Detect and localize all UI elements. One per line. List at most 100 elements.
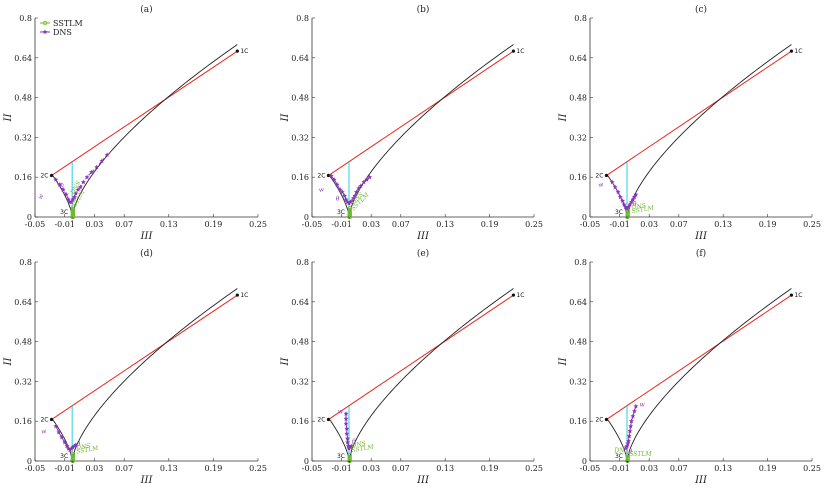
legend-label: DNS: [53, 28, 72, 37]
y-axis-label: II: [558, 113, 569, 123]
vertex-marker: [235, 293, 239, 297]
axisymmetric-expansion-curve: [71, 44, 238, 218]
panel-title: (f): [696, 248, 706, 259]
x-tick-label: 0.03: [640, 220, 658, 229]
vertex-label: 2C: [317, 417, 325, 424]
x-axis-label: III: [694, 475, 708, 486]
dns-data-point: [626, 433, 632, 439]
panel-title: (a): [140, 4, 152, 15]
dns-data-point: [104, 152, 110, 157]
annotation-label: DNS: [350, 440, 366, 450]
y-tick-label: 0.32: [14, 377, 32, 386]
y-tick-label: 0.8: [296, 258, 309, 267]
x-tick-label: -0.05: [302, 220, 323, 229]
vertex-label: 1C: [240, 292, 248, 299]
dns-data-point: [361, 179, 367, 185]
panel-title: (d): [140, 248, 153, 259]
y-tick-label: 0.64: [14, 298, 32, 307]
x-tick-label: 0.19: [204, 220, 222, 229]
vertex-marker: [511, 49, 516, 53]
y-tick-label: 0.48: [14, 94, 32, 103]
y-tick-label: 0.64: [569, 54, 587, 63]
panel-title: (e): [417, 248, 429, 259]
dns-data-point: [628, 418, 634, 424]
dns-data-point: [331, 177, 337, 182]
y-tick-label: 0.48: [14, 338, 32, 347]
dns-data-point: [344, 426, 350, 431]
vertex-marker: [604, 417, 609, 422]
x-tick-label: -0.05: [25, 220, 46, 229]
dns-data-point: [615, 189, 621, 195]
vertex-label: 3C: [615, 453, 623, 460]
x-tick-label: 0.13: [714, 220, 732, 229]
x-axis-label: III: [694, 231, 708, 242]
axisymmetric-expansion-curve: [626, 288, 792, 462]
dns-data-point: [337, 187, 343, 192]
vertex-label: 2C: [317, 173, 325, 180]
dns-data-point: [628, 423, 634, 429]
x-tick-label: 0.25: [249, 464, 267, 473]
y-tick-label: 0.48: [291, 338, 309, 347]
x-tick-label: 0.19: [759, 464, 777, 473]
dns-data-point: [617, 194, 623, 200]
vertex-marker: [49, 173, 54, 178]
x-tick-label: 0.07: [115, 220, 133, 229]
axisymmetric-expansion-curve: [348, 44, 514, 218]
dns-data-point: [631, 194, 637, 200]
y-tick-label: 0.16: [291, 173, 309, 182]
sstlm-data-point: [70, 453, 76, 458]
x-tick-label: 0.25: [803, 220, 821, 229]
dns-data-point: [70, 196, 76, 202]
vertex-label: 1C: [516, 292, 524, 299]
annotation-label: θ: [77, 441, 81, 448]
x-tick-label: 0.13: [160, 220, 178, 229]
x-tick-label: 0.07: [392, 220, 410, 229]
vertex-label: 1C: [516, 48, 524, 55]
vertex-label: 1C: [240, 48, 248, 55]
x-tick-label: -0.01: [609, 464, 630, 473]
vertex-marker: [326, 417, 331, 422]
annotation-label: SSTLM: [76, 445, 100, 456]
x-axis-label: III: [416, 231, 430, 242]
dns-data-point: [348, 199, 353, 205]
vertex-marker: [789, 293, 794, 297]
dns-data-point: [73, 442, 79, 447]
dns-data-point: [628, 199, 634, 205]
x-tick-label: 0.13: [160, 464, 178, 473]
vertex-label: 3C: [60, 453, 68, 460]
dns-data-point: [73, 190, 79, 196]
dns-data-point: [80, 179, 86, 185]
dns-data-point: [623, 445, 628, 451]
sstlm-data-point: [625, 211, 630, 217]
vertex-label: 2C: [40, 173, 48, 180]
annotation-label: w: [41, 428, 48, 436]
y-tick-label: 0.16: [14, 417, 32, 426]
sstlm-data-point: [625, 214, 630, 220]
x-tick-label: -0.05: [25, 464, 46, 473]
vertex-label: 3C: [337, 209, 345, 216]
vertex-label: 3C: [615, 209, 623, 216]
y-axis-label: II: [280, 113, 291, 123]
annotation-label: w: [318, 186, 326, 194]
x-tick-label: 0.03: [86, 464, 104, 473]
dns-data-point: [625, 440, 631, 446]
dns-data-point: [345, 439, 350, 445]
dns-data-point: [59, 434, 65, 440]
dns-data-point: [53, 423, 59, 429]
x-tick-label: -0.01: [609, 220, 630, 229]
sstlm-data-point: [625, 452, 630, 458]
y-tick-label: 0.8: [574, 258, 587, 267]
vertex-marker: [49, 417, 54, 422]
x-tick-label: -0.01: [331, 220, 352, 229]
sstlm-data-point: [347, 454, 352, 460]
x-tick-label: 0.25: [525, 464, 543, 473]
dns-data-point: [99, 158, 105, 164]
vertex-label: 3C: [60, 209, 68, 216]
x-tick-label: 0.19: [481, 464, 499, 473]
dns-data-point: [334, 182, 340, 187]
two-component-line: [328, 50, 514, 176]
y-tick-label: 0.64: [14, 54, 32, 63]
x-tick-label: 0.13: [714, 464, 732, 473]
